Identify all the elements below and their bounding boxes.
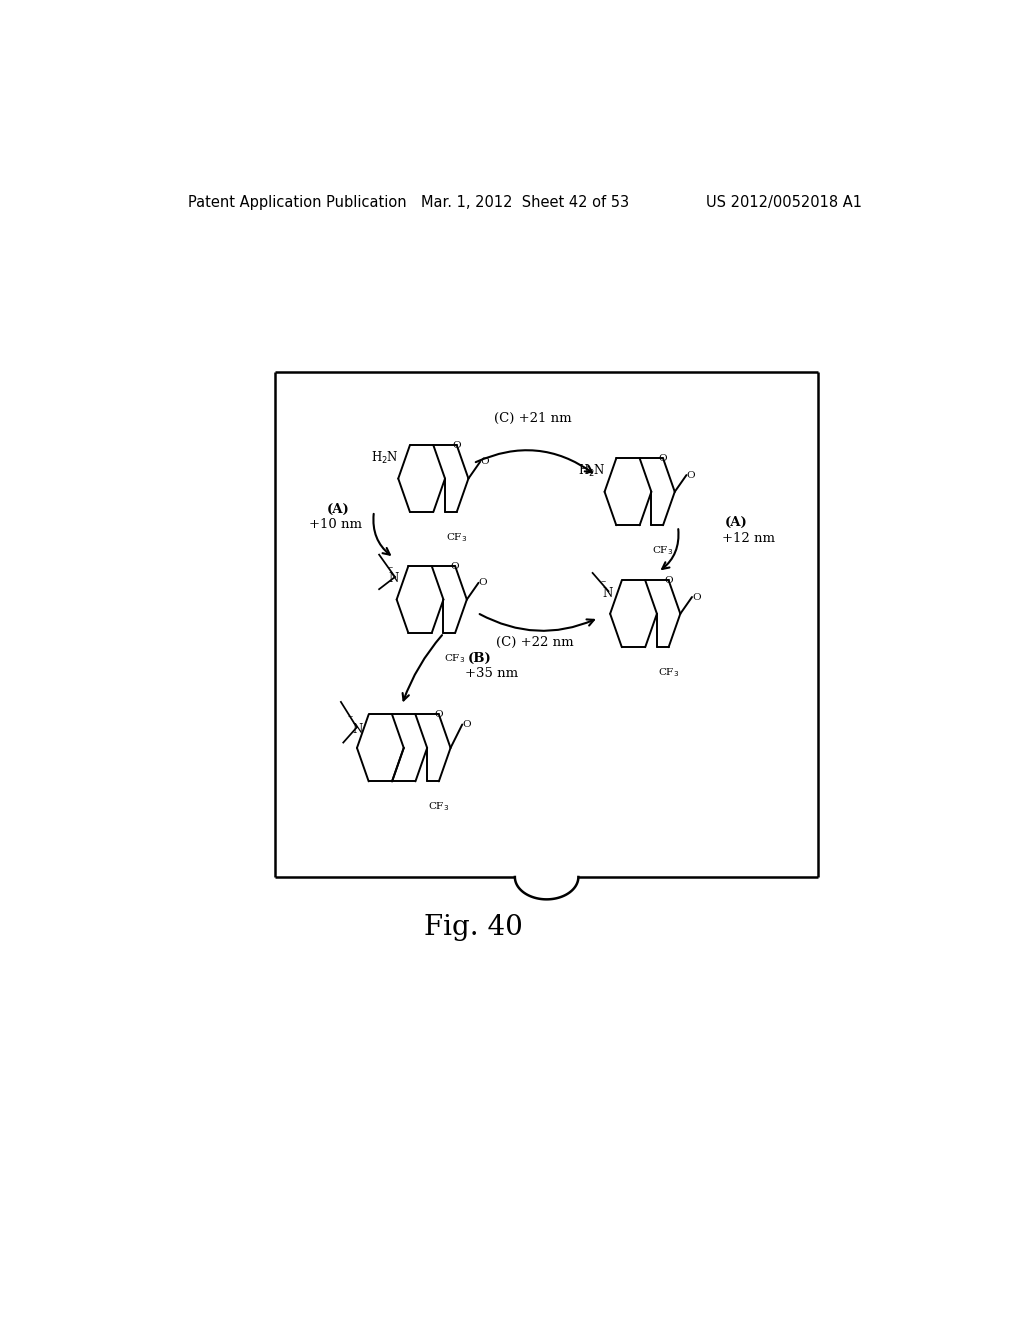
Text: +35 nm: +35 nm: [465, 667, 518, 680]
Text: O: O: [686, 470, 695, 479]
Text: O: O: [665, 576, 673, 585]
Text: O: O: [658, 454, 668, 463]
Text: N: N: [352, 723, 362, 735]
Text: Mar. 1, 2012  Sheet 42 of 53: Mar. 1, 2012 Sheet 42 of 53: [421, 194, 629, 210]
Text: H$_2$N: H$_2$N: [578, 463, 605, 479]
Text: O: O: [692, 593, 700, 602]
Text: O: O: [434, 710, 443, 719]
Text: CF$_3$: CF$_3$: [446, 532, 467, 544]
Text: CF$_3$: CF$_3$: [444, 652, 466, 665]
Text: (C) +22 nm: (C) +22 nm: [497, 636, 573, 649]
Text: +12 nm: +12 nm: [722, 532, 774, 545]
Text: –: –: [601, 578, 606, 586]
Text: –: –: [387, 564, 392, 573]
Text: (B): (B): [468, 652, 492, 664]
Text: Patent Application Publication: Patent Application Publication: [187, 194, 407, 210]
Text: O: O: [478, 578, 487, 587]
Text: N: N: [602, 586, 612, 599]
Text: O: O: [453, 441, 461, 450]
Text: (A): (A): [725, 516, 748, 529]
Text: (A): (A): [327, 503, 349, 516]
Text: US 2012/0052018 A1: US 2012/0052018 A1: [707, 194, 862, 210]
Text: (C) +21 nm: (C) +21 nm: [494, 412, 571, 425]
Text: CF$_3$: CF$_3$: [428, 801, 450, 813]
Text: CF$_3$: CF$_3$: [658, 667, 679, 680]
Text: Fig. 40: Fig. 40: [424, 915, 522, 941]
Text: H$_2$N: H$_2$N: [372, 450, 399, 466]
Text: CF$_3$: CF$_3$: [652, 545, 674, 557]
Text: +10 nm: +10 nm: [309, 519, 362, 532]
Text: O: O: [462, 719, 471, 729]
Text: O: O: [451, 561, 460, 570]
Text: O: O: [480, 457, 488, 466]
Text: N: N: [389, 573, 399, 586]
Text: –: –: [347, 713, 353, 722]
